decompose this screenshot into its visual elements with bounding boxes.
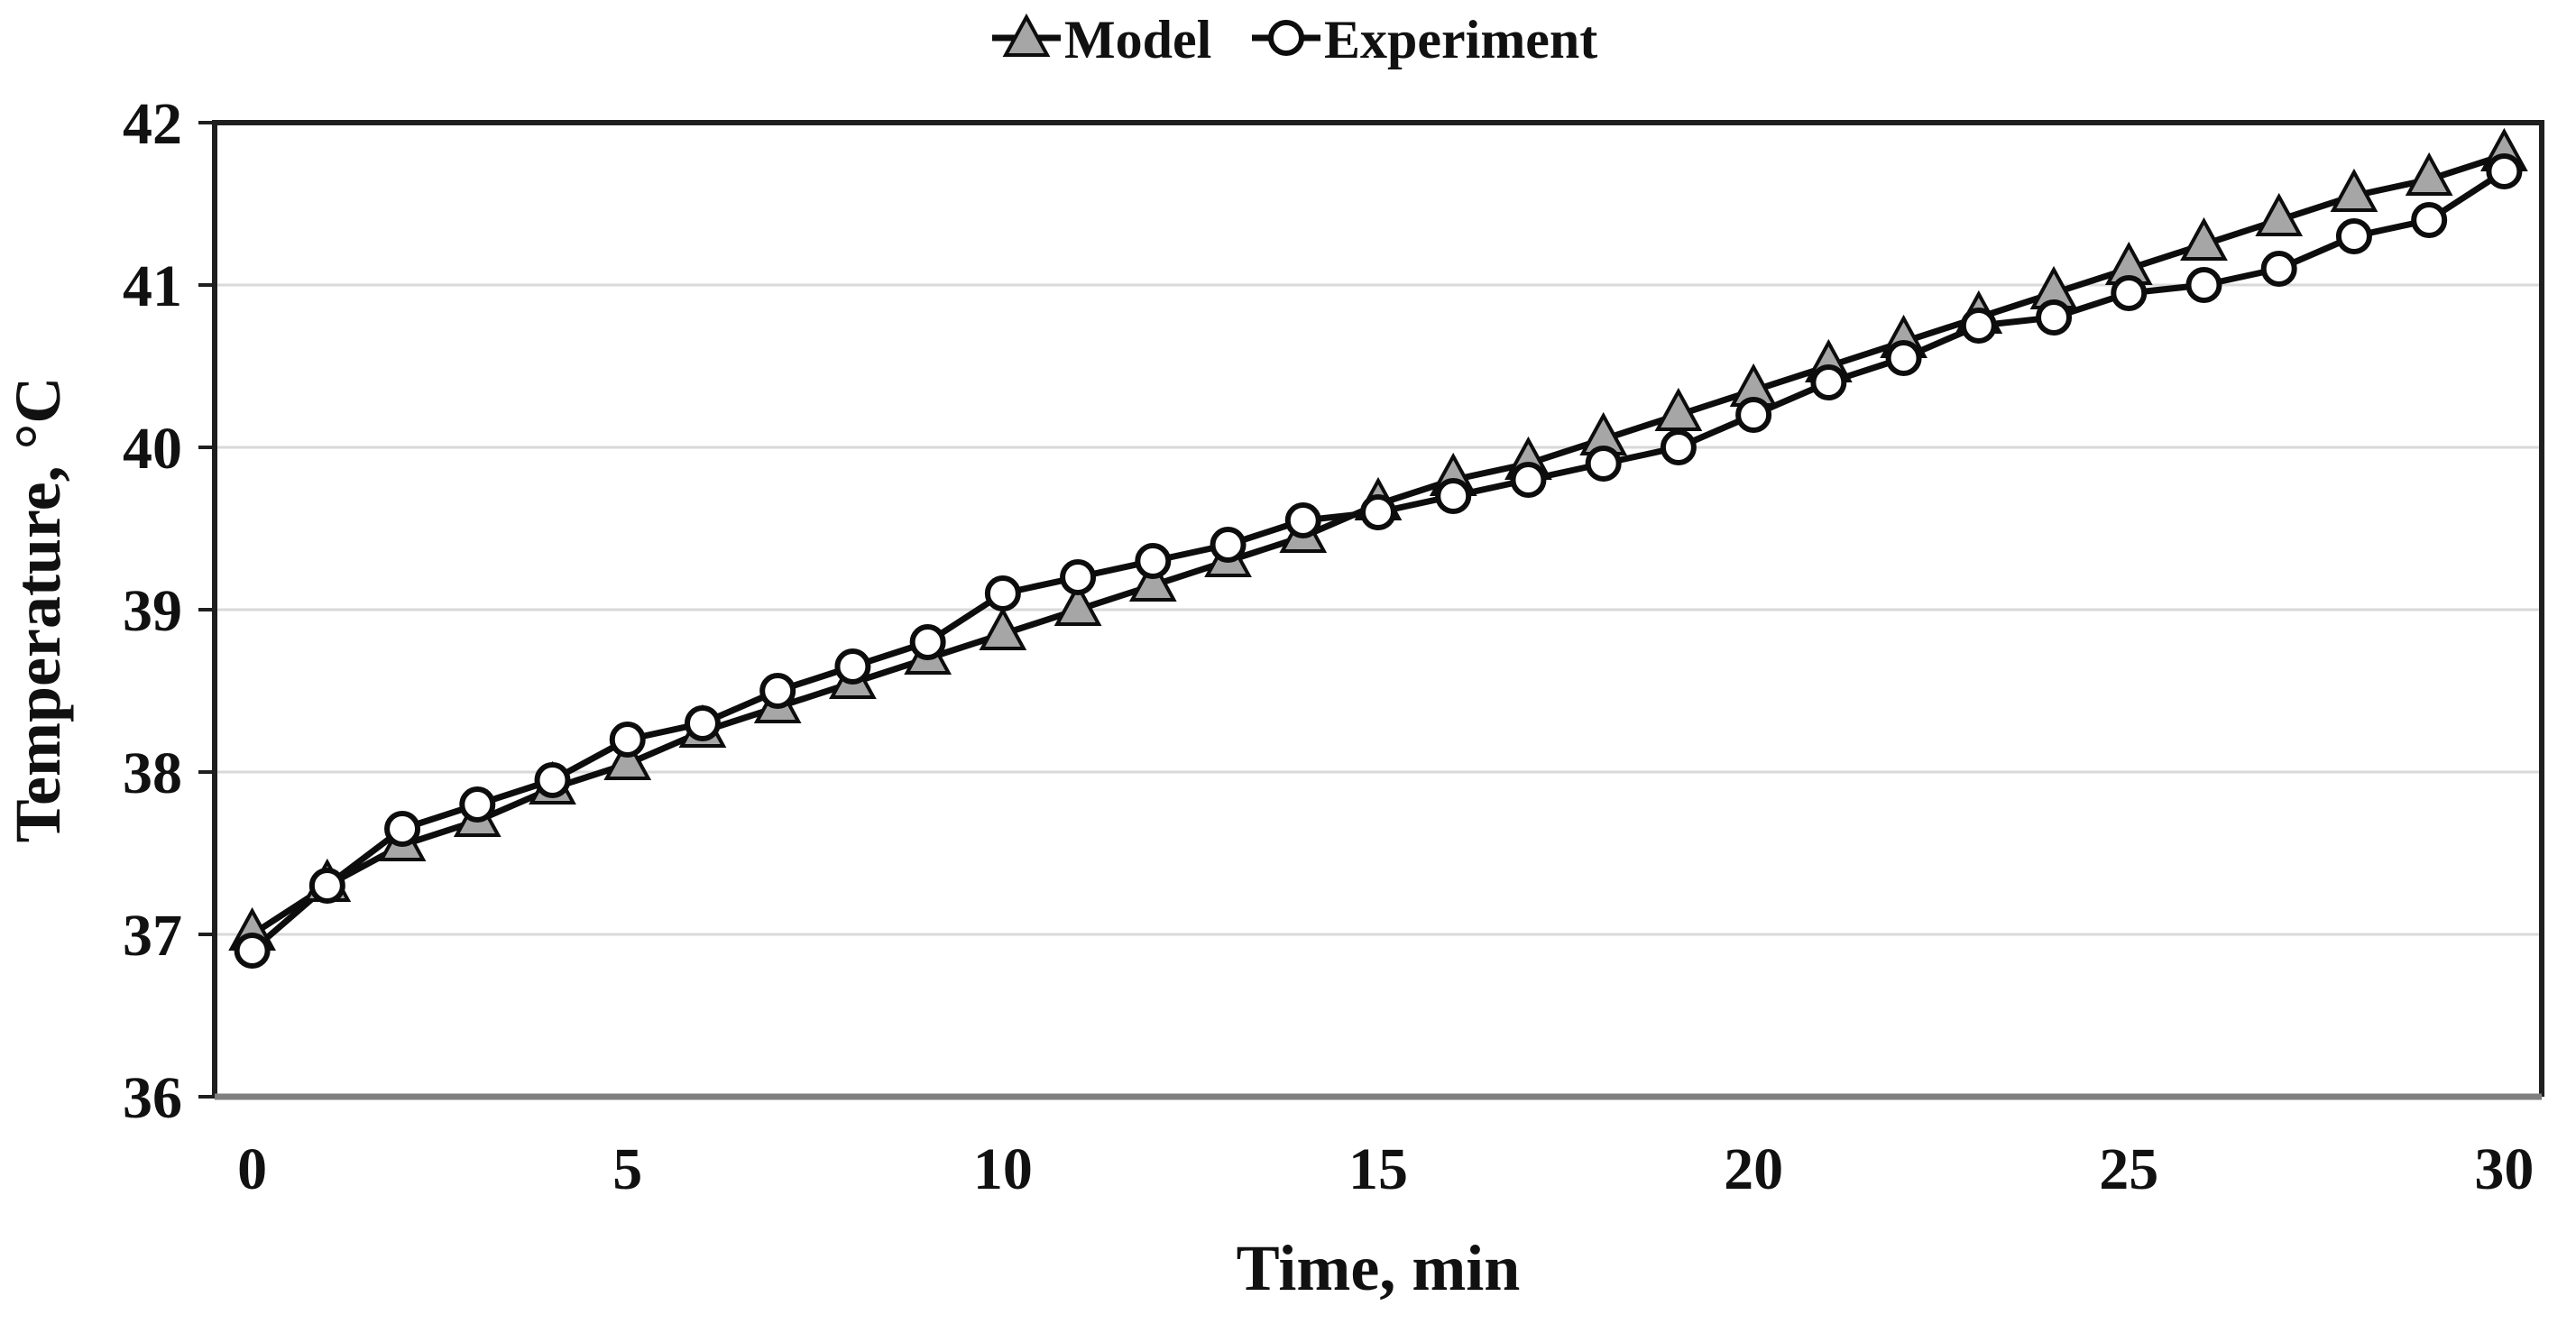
experiment-marker-circle: [2260, 251, 2297, 287]
y-tick-label-38: 38: [123, 740, 182, 806]
experiment-marker-circle: [909, 624, 946, 660]
experiment-marker-circle: [759, 673, 796, 709]
experiment-marker-circle: [2411, 202, 2448, 238]
legend: Model Experiment: [992, 10, 1597, 69]
x-axis-title: Time, min: [1237, 1232, 1521, 1304]
experiment-marker-circle: [2335, 218, 2372, 254]
experiment-marker-circle: [984, 575, 1021, 611]
experiment-marker-circle: [384, 811, 421, 847]
experiment-marker-circle: [2486, 153, 2523, 189]
experiment-marker-circle: [1060, 559, 1097, 595]
experiment-marker-circle: [1135, 543, 1172, 579]
experiment-marker-circle: [534, 762, 571, 798]
experiment-marker-circle: [684, 705, 721, 741]
x-tick-label-15: 15: [1348, 1136, 1408, 1202]
experiment-marker-circle: [2111, 275, 2148, 311]
experiment-marker-circle: [1660, 429, 1697, 465]
tick-labels-layer: 36 37 38 39 40 41 42 0 5 10 15 20 25 30: [123, 91, 2534, 1202]
experiment-marker-circle: [1735, 397, 1772, 433]
experiment-marker-circle: [609, 722, 646, 758]
x-tick-label-25: 25: [2099, 1136, 2158, 1202]
series-layer: [228, 127, 2528, 969]
legend-circle-icon: [1268, 20, 1304, 56]
model-marker-triangle: [2405, 152, 2453, 196]
x-tick-label-20: 20: [1724, 1136, 1783, 1202]
legend-item-experiment: Experiment: [1252, 10, 1597, 69]
model-marker-triangle: [603, 736, 652, 780]
x-tick-label-10: 10: [973, 1136, 1033, 1202]
y-tick-label-41: 41: [123, 253, 182, 319]
experiment-marker-circle: [1960, 308, 1997, 344]
experiment-marker-circle: [1210, 527, 1247, 563]
model-marker-triangle: [2330, 168, 2378, 212]
model-marker-triangle: [2180, 216, 2228, 261]
experiment-marker-circle: [1885, 340, 1922, 376]
experiment-series-markers: [234, 153, 2523, 969]
experiment-marker-circle: [1435, 478, 1472, 514]
model-marker-triangle: [1128, 557, 1177, 602]
x-tick-label-30: 30: [2474, 1136, 2534, 1202]
legend-label-experiment: Experiment: [1324, 10, 1597, 69]
legend-item-model: Model: [992, 10, 1211, 69]
experiment-marker-circle: [308, 868, 345, 904]
model-marker-triangle: [1654, 387, 1703, 431]
experiment-marker-circle: [459, 786, 496, 823]
experiment-marker-circle: [1284, 502, 1321, 538]
y-tick-label-37: 37: [123, 903, 182, 969]
experiment-marker-circle: [2036, 299, 2073, 336]
legend-triangle-icon: [1002, 13, 1051, 57]
x-tick-label-0: 0: [237, 1136, 267, 1202]
experiment-marker-circle: [1360, 494, 1396, 530]
x-tick-label-5: 5: [612, 1136, 642, 1202]
model-marker-triangle: [1053, 582, 1102, 626]
legend-label-model: Model: [1064, 10, 1211, 69]
experiment-marker-circle: [234, 933, 271, 969]
experiment-marker-circle: [1585, 446, 1622, 482]
model-marker-triangle: [2255, 192, 2304, 236]
y-tick-label-42: 42: [123, 91, 182, 157]
y-axis-title: Temperature, °C: [2, 377, 74, 843]
experiment-marker-circle: [1510, 462, 1547, 498]
model-marker-triangle: [979, 606, 1027, 650]
experiment-marker-circle: [834, 648, 871, 685]
axes-layer: [198, 120, 2544, 1100]
y-tick-label-39: 39: [123, 578, 182, 644]
y-tick-label-40: 40: [123, 416, 182, 482]
y-tick-label-36: 36: [123, 1065, 182, 1131]
experiment-marker-circle: [1810, 364, 1847, 400]
experiment-marker-circle: [2185, 267, 2222, 303]
